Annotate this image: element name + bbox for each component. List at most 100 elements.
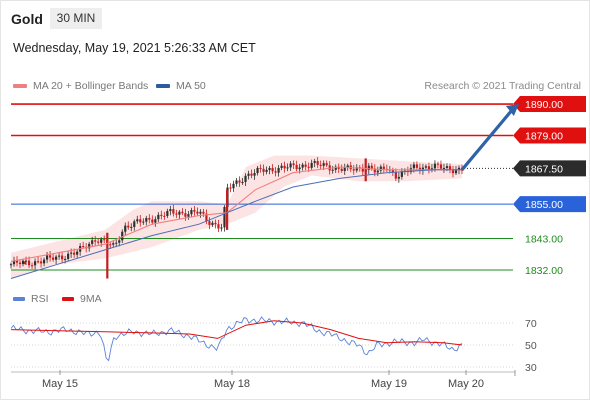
level-label-1855.00: 1855.00 bbox=[525, 199, 563, 211]
candle-body bbox=[286, 167, 289, 169]
candle-body bbox=[268, 167, 271, 170]
candle-body bbox=[232, 183, 235, 189]
copyright-label: Research © 2021 Trading Central bbox=[424, 80, 581, 92]
candle-body bbox=[223, 207, 226, 228]
9ma-label: 9MA bbox=[80, 293, 102, 305]
candle-body bbox=[55, 256, 58, 260]
candle-body bbox=[331, 169, 334, 171]
candle-body bbox=[91, 240, 94, 244]
candle-body bbox=[24, 260, 28, 262]
x-tick-label-2: May 19 bbox=[371, 378, 407, 390]
candle-body bbox=[451, 169, 455, 174]
ma20-label: MA 20 + Bollinger Bands bbox=[33, 80, 149, 92]
candle-body bbox=[247, 173, 250, 176]
level-tag-1890.00 bbox=[513, 96, 586, 113]
candle-body bbox=[319, 164, 322, 166]
candle-body bbox=[15, 260, 19, 263]
candle-body bbox=[145, 218, 148, 222]
candle-body bbox=[244, 175, 247, 183]
level-label-1843.00: 1843.00 bbox=[525, 233, 563, 245]
candle-body bbox=[160, 214, 163, 216]
level-label-1890.00: 1890.00 bbox=[525, 99, 563, 111]
candle-body bbox=[51, 257, 55, 260]
candle-body bbox=[157, 214, 160, 220]
candle-body bbox=[121, 231, 124, 241]
x-tick-label-3: May 20 bbox=[448, 378, 484, 390]
candle-body bbox=[274, 171, 277, 173]
candle-body bbox=[436, 163, 440, 165]
legend-ma50: MA 50 bbox=[156, 80, 206, 92]
candle-body bbox=[21, 260, 25, 265]
level-tag-1855.00 bbox=[513, 196, 586, 213]
candle-body bbox=[97, 241, 100, 243]
candle-body bbox=[18, 262, 22, 265]
candle-body bbox=[187, 214, 190, 217]
candle-body bbox=[400, 171, 403, 177]
candle-body bbox=[118, 240, 121, 243]
datetime-label: Wednesday, May 19, 2021 5:26:33 AM CET bbox=[13, 41, 256, 55]
candle-body bbox=[58, 255, 61, 257]
candle-body bbox=[352, 169, 355, 171]
candle-body bbox=[289, 163, 292, 168]
candle-body bbox=[139, 219, 142, 223]
candle-body bbox=[262, 168, 265, 172]
candle-body bbox=[30, 265, 34, 267]
candle-body bbox=[421, 167, 425, 171]
candle-body bbox=[442, 167, 446, 169]
candle-body bbox=[241, 182, 244, 184]
ma20-swatch bbox=[13, 84, 27, 89]
candle-body bbox=[109, 244, 112, 246]
candle-body bbox=[439, 164, 443, 169]
candle-body bbox=[373, 168, 376, 173]
candle-body bbox=[12, 260, 16, 265]
candle-body bbox=[334, 166, 337, 170]
candle-body bbox=[448, 166, 452, 170]
candle-body bbox=[235, 180, 238, 184]
candle-body bbox=[27, 260, 31, 266]
candle-body bbox=[82, 246, 85, 248]
candle-body bbox=[418, 167, 422, 171]
rsi-9ma-line bbox=[10, 320, 463, 346]
candle-body bbox=[94, 240, 97, 242]
forecast-arrow-head bbox=[505, 104, 519, 117]
rsi-tick-50: 50 bbox=[525, 340, 537, 352]
x-tick-label-1: May 18 bbox=[214, 378, 250, 390]
instrument-title: Gold bbox=[11, 11, 43, 27]
candle-body bbox=[214, 222, 217, 225]
candle-body bbox=[169, 209, 172, 212]
candle-body bbox=[76, 251, 79, 255]
candle-body bbox=[301, 164, 304, 168]
candle-body bbox=[427, 166, 431, 170]
candle-body bbox=[115, 242, 118, 244]
candle-body bbox=[337, 166, 340, 169]
candle-body bbox=[280, 165, 283, 168]
timeframe-button[interactable]: 30 MIN bbox=[50, 8, 102, 29]
ma50-label: MA 50 bbox=[176, 80, 206, 92]
candle-body bbox=[36, 261, 40, 263]
candle-body bbox=[271, 167, 274, 172]
level-label-1832.00: 1832.00 bbox=[525, 265, 563, 277]
candle-body bbox=[253, 173, 256, 176]
candle-body bbox=[367, 165, 370, 170]
candle-body bbox=[42, 259, 46, 264]
candle-body bbox=[415, 164, 418, 168]
candle-body bbox=[154, 219, 157, 223]
candle-body bbox=[304, 164, 307, 167]
candle-body bbox=[33, 261, 37, 266]
candle-body bbox=[196, 211, 199, 214]
x-tick-label-0: May 15 bbox=[42, 378, 78, 390]
candle-body bbox=[370, 165, 373, 169]
candle-body bbox=[184, 213, 187, 217]
candle-body bbox=[433, 163, 437, 169]
candle-body bbox=[88, 243, 91, 249]
candle-body bbox=[343, 167, 346, 171]
ma50-swatch bbox=[156, 84, 170, 89]
candle-body bbox=[178, 211, 181, 215]
rsi-tick-70: 70 bbox=[525, 318, 537, 330]
rsi-tick-30: 30 bbox=[525, 362, 537, 374]
rsi-panel: 70 50 30 bbox=[10, 316, 537, 374]
candle-body bbox=[172, 209, 175, 214]
candle-body bbox=[73, 252, 76, 255]
candle-body bbox=[454, 169, 458, 174]
